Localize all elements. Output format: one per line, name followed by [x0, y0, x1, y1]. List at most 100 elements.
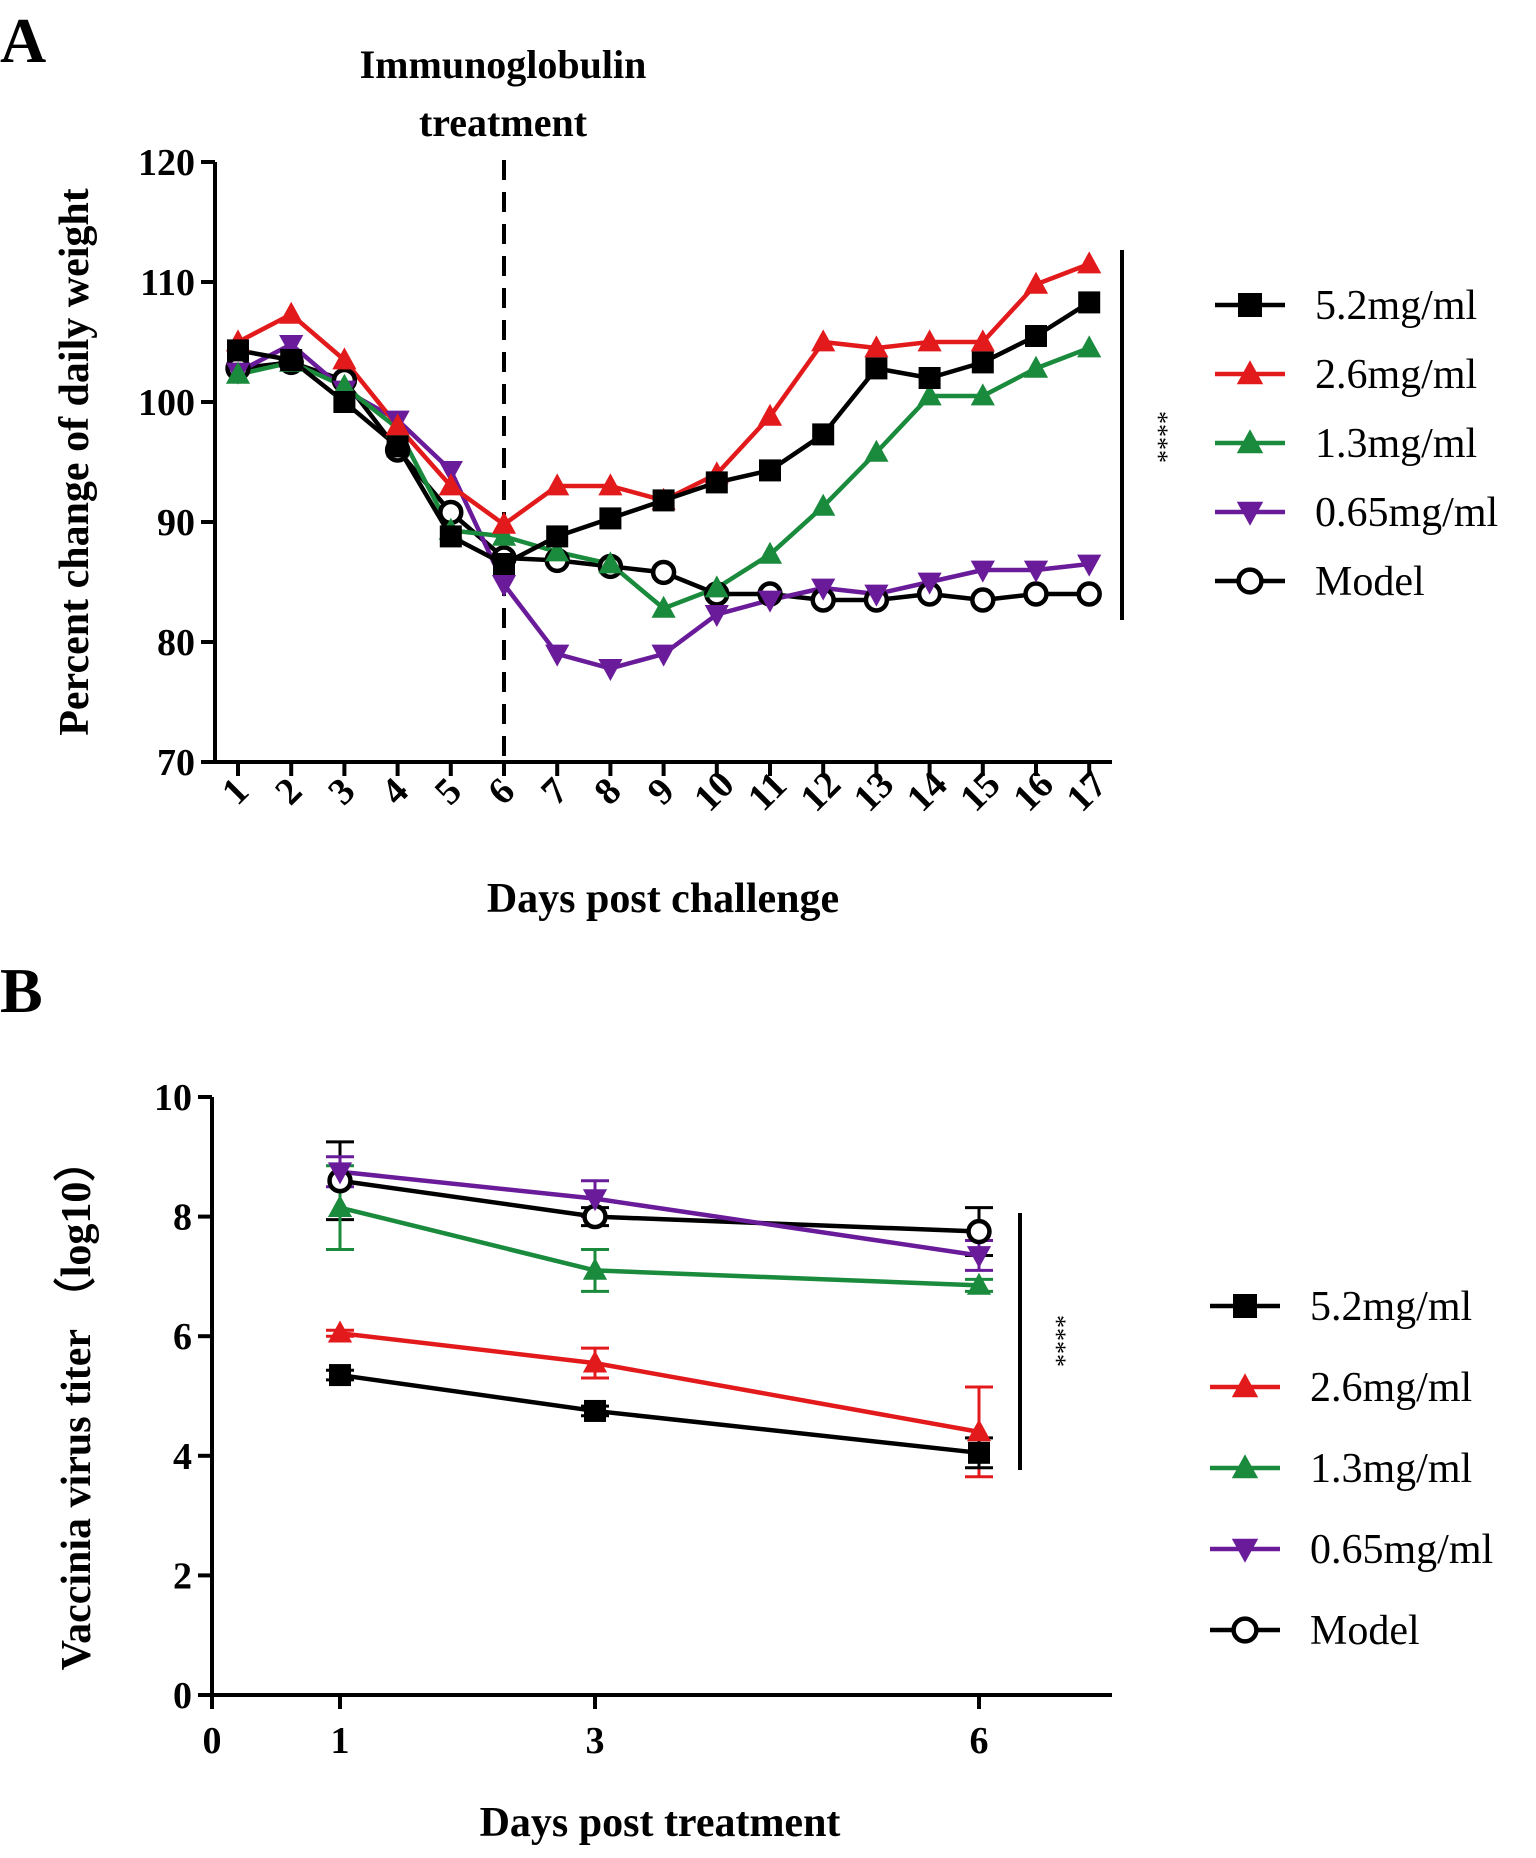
point-5.2mg/ml [652, 489, 675, 512]
point-1.3mg/ml [864, 439, 889, 462]
point-5.2mg/ml [333, 391, 356, 413]
x-tick-label: 12 [792, 763, 849, 820]
point-2.6mg/ml [864, 335, 889, 358]
point-2.6mg/ml [757, 403, 783, 426]
point-1.3mg/ml [811, 493, 836, 516]
x-tick-label: 15 [952, 763, 1009, 820]
y-tick-label: 0 [173, 1675, 192, 1717]
point-5.2mg/ml [812, 423, 835, 446]
point-5.2mg/ml [705, 471, 728, 494]
legend-label-0.65mg/ml: 0.65mg/ml [1315, 490, 1498, 536]
point-2.6mg/ml [438, 473, 463, 496]
x-tick-label: 8 [586, 770, 629, 813]
y-tick-label: 70 [157, 742, 195, 784]
point-1.3mg/ml [491, 523, 517, 546]
y-tick-label: 100 [138, 382, 195, 424]
legend-marker-1.3mg/ml [1236, 429, 1264, 454]
point-Model [966, 1218, 992, 1245]
point-5.2mg/ml [546, 525, 569, 548]
point-2.6mg/ml [582, 1350, 608, 1373]
point-Model [1076, 581, 1102, 607]
point-0.65mg/ml [864, 584, 889, 607]
x-tick-label: 3 [586, 1720, 605, 1762]
point-1.3mg/ml [970, 383, 995, 406]
x-tick-label: 3 [320, 770, 363, 813]
legend-marker-0.65mg/ml [1231, 1538, 1259, 1563]
point-2.6mg/ml [327, 1320, 353, 1343]
point-5.2mg/ml [280, 349, 303, 371]
legend-marker-0.65mg/ml [1236, 501, 1264, 526]
x-tick-label: 0 [203, 1720, 222, 1762]
x-tick-label: 7 [533, 770, 576, 813]
point-0.65mg/ml [757, 590, 783, 613]
y-axis-title: Vaccinia virus titer （log10） [53, 1140, 100, 1671]
panel-b-label: B [0, 955, 43, 1026]
point-0.65mg/ml [917, 572, 942, 595]
point-2.6mg/ml [491, 511, 517, 534]
annotation-line2: treatment [419, 100, 588, 145]
point-5.2mg/ml [968, 1441, 990, 1464]
point-1.3mg/ml [917, 383, 942, 406]
significance-stars: **** [1144, 411, 1173, 463]
x-axis-title: Days post treatment [480, 1800, 841, 1846]
y-tick-label: 8 [173, 1197, 192, 1239]
legend-marker-Model [1236, 567, 1264, 595]
y-tick-label: 90 [157, 502, 195, 544]
point-5.2mg/ml [971, 351, 994, 374]
annotation-line1: Immunoglobulin [360, 42, 647, 87]
panel-a-label: A [0, 5, 46, 76]
point-5.2mg/ml [918, 367, 941, 389]
legend-label-1.3mg/ml: 1.3mg/ml [1310, 1446, 1472, 1492]
x-tick-label: 16 [1005, 763, 1062, 820]
y-tick-label: 4 [173, 1436, 192, 1478]
point-1.3mg/ml [327, 1194, 353, 1217]
point-2.6mg/ml [598, 473, 623, 496]
point-2.6mg/ml [1077, 251, 1102, 274]
point-2.6mg/ml [917, 329, 942, 352]
x-tick-label: 17 [1058, 763, 1115, 820]
x-tick-label: 1 [331, 1720, 350, 1762]
point-0.65mg/ml [545, 644, 570, 667]
point-2.6mg/ml [279, 301, 304, 324]
point-0.65mg/ml [327, 1162, 353, 1185]
y-tick-label: 6 [173, 1316, 192, 1358]
point-0.65mg/ml [704, 605, 729, 628]
y-tick-label: 2 [173, 1555, 192, 1597]
x-tick-label: 6 [480, 770, 523, 813]
point-2.6mg/ml [385, 413, 410, 436]
legend-marker-5.2mg/ml [1233, 1294, 1257, 1318]
point-2.6mg/ml [1023, 271, 1049, 294]
point-2.6mg/ml [545, 473, 570, 496]
legend-label-1.3mg/ml: 1.3mg/ml [1315, 421, 1477, 467]
legend-marker-2.6mg/ml [1231, 1373, 1259, 1398]
point-0.65mg/ml [582, 1189, 608, 1212]
point-5.2mg/ml [759, 459, 781, 482]
point-1.3mg/ml [757, 541, 783, 564]
point-5.2mg/ml [329, 1364, 351, 1387]
x-tick-label: 6 [970, 1720, 989, 1762]
x-tick-label: 1 [214, 770, 257, 813]
point-5.2mg/ml [1025, 325, 1047, 347]
legend-label-0.65mg/ml: 0.65mg/ml [1310, 1527, 1493, 1573]
series-line-0.65mg/ml [339, 1169, 980, 1258]
point-2.6mg/ml [332, 347, 357, 370]
point-1.3mg/ml [598, 551, 623, 574]
point-5.2mg/ml [227, 339, 249, 362]
point-5.2mg/ml [599, 507, 622, 530]
point-5.2mg/ml [493, 553, 515, 575]
point-Model [970, 587, 996, 613]
point-1.3mg/ml [225, 361, 251, 384]
point-5.2mg/ml [584, 1399, 606, 1422]
point-0.65mg/ml [1023, 560, 1049, 583]
point-5.2mg/ml [1078, 291, 1101, 314]
legend-label-2.6mg/ml: 2.6mg/ml [1310, 1365, 1472, 1411]
point-1.3mg/ml [704, 575, 729, 598]
y-axis-title: Percent change of daily weight [52, 188, 98, 735]
x-axis-title: Days post challenge [487, 876, 839, 922]
point-1.3mg/ml [966, 1272, 992, 1295]
x-tick-label: 10 [686, 763, 743, 820]
point-0.65mg/ml [651, 644, 676, 667]
legend-label-2.6mg/ml: 2.6mg/ml [1315, 352, 1477, 398]
x-tick-label: 14 [899, 763, 956, 820]
point-1.3mg/ml [582, 1257, 608, 1280]
